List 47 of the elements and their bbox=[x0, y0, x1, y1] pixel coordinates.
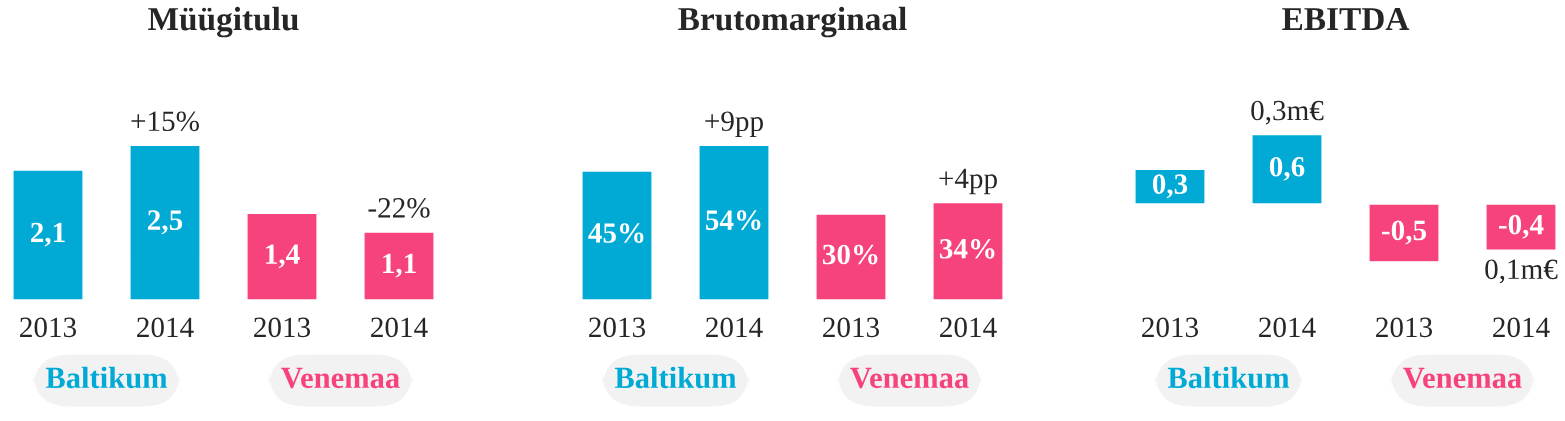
x-tick-label: 2013 bbox=[823, 317, 880, 338]
text: Baltikum bbox=[45, 366, 168, 389]
x-tick-label: 2014 bbox=[1493, 317, 1550, 338]
text: 0,3m€ bbox=[1251, 100, 1324, 125]
text: +15% bbox=[131, 111, 199, 132]
annotation: 0,1m€ bbox=[1485, 259, 1558, 284]
x-tick-label: 2013 bbox=[1142, 317, 1199, 338]
data-label: 30% bbox=[822, 244, 878, 265]
data-label: 2,5 bbox=[148, 210, 183, 235]
data-label: 45% bbox=[588, 223, 644, 243]
bar bbox=[246, 212, 318, 300]
chart-title: Müügitulu bbox=[148, 6, 299, 38]
x-tick-label: 2013 bbox=[254, 317, 311, 338]
x-tick-label: 2013 bbox=[20, 317, 77, 338]
data-label: 54% bbox=[706, 210, 761, 231]
data-label: 2,1 bbox=[31, 222, 65, 247]
bar bbox=[129, 144, 201, 300]
text: Venemaa bbox=[1403, 367, 1522, 389]
bar bbox=[12, 169, 84, 300]
x-tick-label: 2014 bbox=[371, 317, 428, 338]
text: +9pp bbox=[705, 111, 763, 137]
data-label: 1,4 bbox=[266, 244, 300, 269]
x-tick-label: 2013 bbox=[1376, 317, 1433, 338]
x-tick-label: 2014 bbox=[137, 317, 194, 338]
x-tick-label: 2013 bbox=[589, 317, 646, 338]
data-label: 34% bbox=[939, 238, 995, 259]
bar bbox=[363, 231, 435, 300]
data-label: -0,5 bbox=[1381, 220, 1427, 245]
bar bbox=[698, 144, 770, 300]
bar bbox=[815, 213, 887, 300]
data-label: 0,6 bbox=[1269, 156, 1305, 181]
x-tick-label: 2014 bbox=[940, 317, 997, 338]
data-label: 1,1 bbox=[383, 253, 416, 278]
x-tick-label: 2014 bbox=[706, 317, 763, 338]
x-tick-label: 2014 bbox=[1259, 317, 1316, 338]
data-label: 0,3 bbox=[1152, 174, 1188, 199]
text: Baltikum bbox=[614, 366, 737, 389]
bar bbox=[581, 170, 653, 300]
chart-title: Brutomarginaal bbox=[678, 6, 907, 38]
text: Venemaa bbox=[850, 367, 969, 389]
chart-title: EBITDA bbox=[1282, 7, 1410, 31]
annotation: +4pp bbox=[939, 168, 997, 195]
text: Baltikum bbox=[1167, 366, 1290, 389]
text: Venemaa bbox=[281, 367, 400, 389]
data-label: -0,4 bbox=[1498, 214, 1544, 239]
annotation: -22% bbox=[368, 198, 430, 218]
bar bbox=[932, 201, 1004, 300]
